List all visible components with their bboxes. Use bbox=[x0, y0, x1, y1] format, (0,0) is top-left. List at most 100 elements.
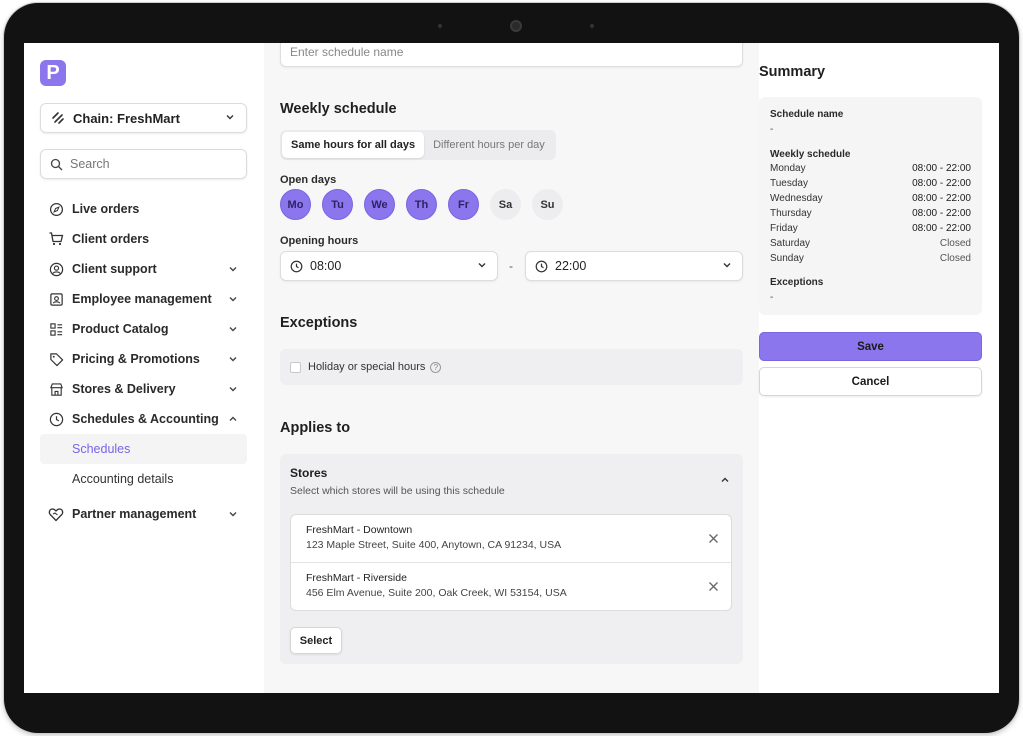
chevron-down-icon bbox=[227, 263, 239, 275]
summary-name-value: - bbox=[770, 124, 774, 135]
selected-stores-list: FreshMart - Downtown 123 Maple Street, S… bbox=[290, 514, 732, 611]
chevron-up-icon bbox=[227, 413, 239, 425]
chevron-down-icon bbox=[476, 259, 488, 274]
summary-exceptions-value: - bbox=[770, 292, 774, 303]
exceptions-title: Exceptions bbox=[280, 315, 358, 331]
summary-day: Thursday bbox=[770, 208, 812, 219]
tag-icon bbox=[48, 351, 64, 367]
summary-day: Saturday bbox=[770, 238, 811, 249]
help-icon[interactable]: ? bbox=[430, 361, 442, 373]
summary-exceptions-label: Exceptions bbox=[770, 277, 824, 288]
chevron-down-icon bbox=[227, 508, 239, 520]
chevron-down-icon bbox=[227, 383, 239, 395]
sidebar-item-stores-delivery[interactable]: Stores & Delivery bbox=[40, 374, 247, 404]
summary-day: Monday bbox=[770, 163, 806, 174]
sidebar-item-label: Employee management bbox=[72, 292, 212, 306]
sidebar-subitem-accounting-details[interactable]: Accounting details bbox=[40, 464, 247, 494]
camera bbox=[510, 20, 522, 32]
open-days-picker: Mo Tu We Th Fr Sa Su bbox=[280, 189, 574, 220]
chain-icon bbox=[51, 111, 65, 125]
summary-panel: Summary Schedule name - Weekly schedule … bbox=[759, 43, 999, 693]
mode-same-hours-button[interactable]: Same hours for all days bbox=[282, 132, 425, 158]
summary-hours: 08:00 - 22:00 bbox=[912, 193, 971, 204]
summary-row: Monday 08:00 - 22:00 bbox=[770, 163, 971, 178]
chain-label: Chain: FreshMart bbox=[73, 110, 180, 126]
sidebar-item-pricing-promotions[interactable]: Pricing & Promotions bbox=[40, 344, 247, 374]
stores-panel: Stores Select which stores will be using… bbox=[280, 454, 743, 664]
sidebar-item-live-orders[interactable]: Live orders bbox=[40, 194, 247, 224]
schedule-name-input[interactable]: Enter schedule name bbox=[280, 43, 743, 67]
id-badge-icon bbox=[48, 291, 64, 307]
day-toggle-sunday[interactable]: Su bbox=[532, 189, 563, 220]
summary-hours: Closed bbox=[939, 238, 971, 249]
logo-letter: P bbox=[46, 62, 60, 84]
chain-selector[interactable]: Chain: FreshMart bbox=[40, 103, 247, 133]
schedule-name-placeholder: Enter schedule name bbox=[290, 45, 404, 59]
store-name: FreshMart - Downtown bbox=[306, 524, 413, 536]
search-placeholder: Search bbox=[70, 157, 110, 171]
sensor-dot bbox=[590, 24, 594, 28]
search-icon bbox=[50, 158, 63, 170]
chevron-up-icon[interactable] bbox=[719, 474, 731, 486]
store-address: 123 Maple Street, Suite 400, Anytown, CA… bbox=[306, 539, 562, 551]
sidebar: P Chain: FreshMart Search Live orders bbox=[24, 43, 264, 693]
sidebar-item-partner-management[interactable]: Partner management bbox=[40, 499, 247, 529]
sensor-dot bbox=[438, 24, 442, 28]
sidebar-item-client-support[interactable]: Client support bbox=[40, 254, 247, 284]
sidebar-subitem-schedules[interactable]: Schedules bbox=[40, 434, 247, 464]
applies-to-title: Applies to bbox=[280, 420, 351, 436]
summary-weekly-label: Weekly schedule bbox=[770, 149, 851, 160]
day-toggle-monday[interactable]: Mo bbox=[280, 189, 311, 220]
holiday-option: Holiday or special hours ? bbox=[280, 349, 743, 385]
remove-store-icon[interactable] bbox=[708, 533, 719, 544]
close-time-select[interactable]: 22:00 bbox=[525, 251, 743, 281]
sidebar-item-employee-management[interactable]: Employee management bbox=[40, 284, 247, 314]
select-stores-button[interactable]: Select bbox=[290, 627, 342, 654]
clock-icon bbox=[290, 260, 303, 272]
open-time-select[interactable]: 08:00 bbox=[280, 251, 498, 281]
sidebar-item-label: Client orders bbox=[72, 232, 150, 246]
user-circle-icon bbox=[48, 261, 64, 277]
cart-icon bbox=[48, 231, 64, 247]
day-toggle-wednesday[interactable]: We bbox=[364, 189, 395, 220]
holiday-checkbox[interactable] bbox=[290, 361, 301, 373]
summary-day: Wednesday bbox=[770, 193, 823, 204]
opening-hours-label: Opening hours bbox=[280, 235, 359, 247]
tablet-frame: P Chain: FreshMart Search Live orders bbox=[4, 3, 1019, 733]
summary-hours: 08:00 - 22:00 bbox=[912, 208, 971, 219]
weekly-schedule-title: Weekly schedule bbox=[280, 101, 397, 117]
stores-title: Stores bbox=[290, 466, 328, 480]
summary-hours: 08:00 - 22:00 bbox=[912, 223, 971, 234]
summary-hours: Closed bbox=[939, 253, 971, 264]
summary-hours: 08:00 - 22:00 bbox=[912, 163, 971, 174]
day-toggle-friday[interactable]: Fr bbox=[448, 189, 479, 220]
day-toggle-tuesday[interactable]: Tu bbox=[322, 189, 353, 220]
sidebar-item-label: Partner management bbox=[72, 507, 197, 521]
search-input[interactable]: Search bbox=[40, 149, 247, 179]
chevron-down-icon bbox=[227, 353, 239, 365]
store-name: FreshMart - Riverside bbox=[306, 572, 407, 584]
day-toggle-saturday[interactable]: Sa bbox=[490, 189, 521, 220]
sidebar-item-product-catalog[interactable]: Product Catalog bbox=[40, 314, 247, 344]
catalog-icon bbox=[48, 321, 64, 337]
open-days-label: Open days bbox=[280, 174, 337, 186]
remove-store-icon[interactable] bbox=[708, 581, 719, 592]
sidebar-item-label: Stores & Delivery bbox=[72, 382, 176, 396]
summary-day: Sunday bbox=[770, 253, 804, 264]
sidebar-item-client-orders[interactable]: Client orders bbox=[40, 224, 247, 254]
app-logo[interactable]: P bbox=[40, 60, 66, 86]
sidebar-item-schedules-accounting[interactable]: Schedules & Accounting bbox=[40, 404, 247, 434]
list-item: FreshMart - Riverside 456 Elm Avenue, Su… bbox=[291, 563, 731, 611]
app-screen: P Chain: FreshMart Search Live orders bbox=[24, 43, 999, 693]
stores-subtitle: Select which stores will be using this s… bbox=[290, 485, 505, 497]
cancel-button[interactable]: Cancel bbox=[759, 367, 982, 396]
heart-handshake-icon bbox=[48, 506, 64, 522]
summary-row: Thursday 08:00 - 22:00 bbox=[770, 208, 971, 223]
chevron-down-icon bbox=[227, 293, 239, 305]
save-button[interactable]: Save bbox=[759, 332, 982, 361]
chevron-down-icon bbox=[224, 111, 236, 126]
summary-row: Tuesday 08:00 - 22:00 bbox=[770, 178, 971, 193]
sidebar-subitem-label: Accounting details bbox=[72, 472, 174, 486]
day-toggle-thursday[interactable]: Th bbox=[406, 189, 437, 220]
mode-different-hours-button[interactable]: Different hours per day bbox=[433, 139, 545, 151]
